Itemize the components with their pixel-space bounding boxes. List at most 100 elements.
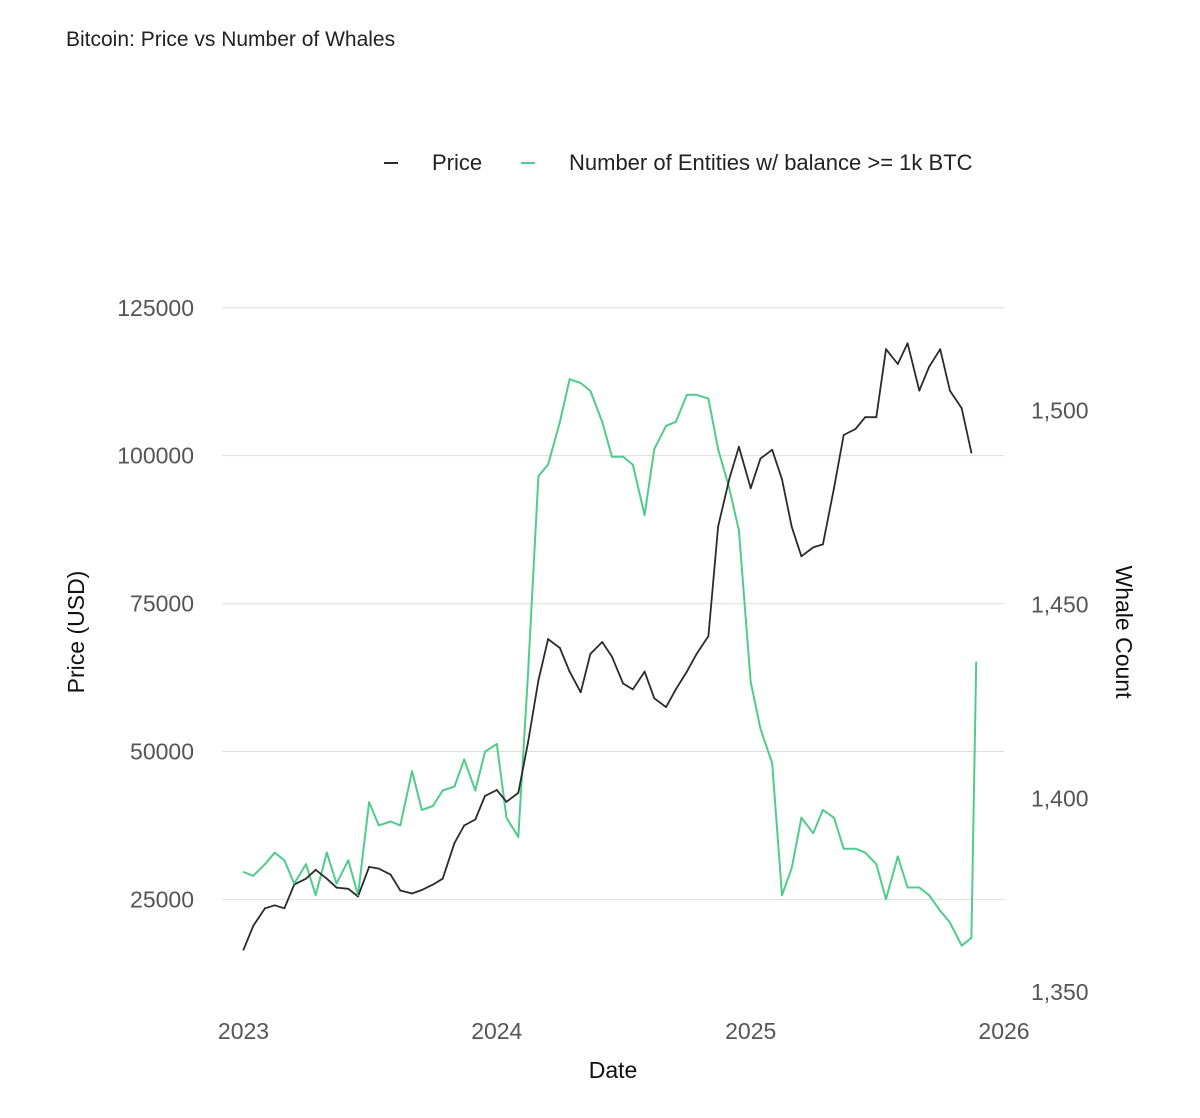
price-point <box>833 487 835 490</box>
price-point <box>896 363 899 365</box>
price-point <box>728 478 731 481</box>
series-line-whales <box>243 378 978 947</box>
whale-point <box>665 424 667 427</box>
price-point <box>242 948 245 951</box>
whale-point <box>833 816 835 819</box>
whale-point <box>842 847 845 850</box>
y-tick-label: 50000 <box>130 739 194 765</box>
price-point <box>527 741 529 744</box>
x-tick-label: 2026 <box>978 1018 1029 1044</box>
whale-point <box>918 886 921 889</box>
price-point <box>411 892 414 895</box>
price-point <box>771 448 774 451</box>
price-point <box>463 824 466 827</box>
whale-point <box>611 455 613 458</box>
whale-point <box>517 836 520 838</box>
price-point <box>399 889 402 892</box>
whale-point <box>559 421 561 423</box>
whale-point <box>707 397 710 400</box>
whale-point <box>631 463 634 466</box>
whale-point <box>960 944 963 947</box>
whale-point <box>885 898 887 901</box>
price-point <box>821 543 824 546</box>
price-point <box>665 706 667 709</box>
price-point <box>474 818 477 821</box>
y-axis-label: Price (USD) <box>63 571 89 694</box>
whale-point <box>854 847 857 850</box>
legend-swatch-price <box>384 162 398 164</box>
x-tick-label: 2023 <box>218 1018 269 1044</box>
whale-point <box>948 921 951 924</box>
whale-point <box>875 863 878 866</box>
whale-point <box>495 743 498 745</box>
y2-tick-label: 1,400 <box>1031 785 1089 811</box>
whale-point <box>264 863 266 866</box>
price-point <box>579 691 582 694</box>
whale-point <box>283 859 286 862</box>
price-point <box>283 907 286 910</box>
price-point <box>252 925 255 927</box>
price-point <box>643 670 646 673</box>
whale-point <box>695 393 698 396</box>
price-point <box>749 487 752 490</box>
whale-point <box>781 894 783 897</box>
price-point <box>547 638 550 640</box>
whale-point <box>368 801 371 804</box>
whale-point <box>420 808 423 811</box>
whale-point <box>864 851 867 854</box>
whale-point <box>377 824 380 827</box>
price-point <box>601 641 604 643</box>
whale-point <box>432 805 434 807</box>
price-point <box>589 652 592 655</box>
price-point <box>568 670 571 673</box>
price-point <box>377 867 380 870</box>
whale-point <box>453 785 456 788</box>
price-point <box>631 688 634 691</box>
price-point <box>453 842 456 845</box>
y-tick-label: 100000 <box>117 443 194 469</box>
whale-point <box>325 851 328 854</box>
legend-label-whales: Number of Entities w/ balance >= 1k BTC <box>569 150 973 175</box>
price-point <box>695 652 698 655</box>
whale-point <box>527 673 529 675</box>
whale-point <box>653 448 656 450</box>
whale-point <box>273 851 276 854</box>
legend-item-price: Price <box>384 150 482 176</box>
whale-point <box>601 421 604 423</box>
legend-swatch-whales <box>521 162 535 164</box>
whale-point <box>252 874 255 877</box>
whale-point <box>643 514 646 516</box>
price-point <box>537 679 540 682</box>
y-axis-left-ticks: 25000 50000 75000 100000 125000 <box>117 295 194 913</box>
whale-point <box>738 529 740 532</box>
x-axis-ticks: 2023 2024 2025 2026 <box>218 1018 1030 1044</box>
price-point <box>812 546 815 549</box>
whale-point <box>335 882 338 885</box>
whale-point <box>293 882 296 885</box>
price-point <box>347 887 350 890</box>
price-point <box>420 889 423 891</box>
whale-point <box>411 770 414 772</box>
price-point <box>441 877 444 880</box>
price-point <box>885 348 887 351</box>
price-point <box>875 416 878 419</box>
price-point <box>505 800 508 803</box>
price-point <box>335 886 338 889</box>
whale-point <box>685 393 688 396</box>
x-tick-label: 2025 <box>725 1018 776 1044</box>
price-point <box>653 697 656 700</box>
price-point <box>559 647 561 649</box>
whale-point <box>717 448 720 450</box>
legend-label-price: Price <box>432 150 483 175</box>
whale-point <box>441 789 444 792</box>
price-point <box>484 794 486 797</box>
whale-point <box>759 727 762 730</box>
whale-point <box>505 816 508 819</box>
whale-point <box>821 808 824 811</box>
legend: Price Number of Entities w/ balance >= 1… <box>0 150 1200 180</box>
price-point <box>790 525 793 528</box>
whale-point <box>622 455 624 458</box>
whale-point <box>749 680 752 683</box>
x-tick-label: 2024 <box>471 1018 522 1044</box>
